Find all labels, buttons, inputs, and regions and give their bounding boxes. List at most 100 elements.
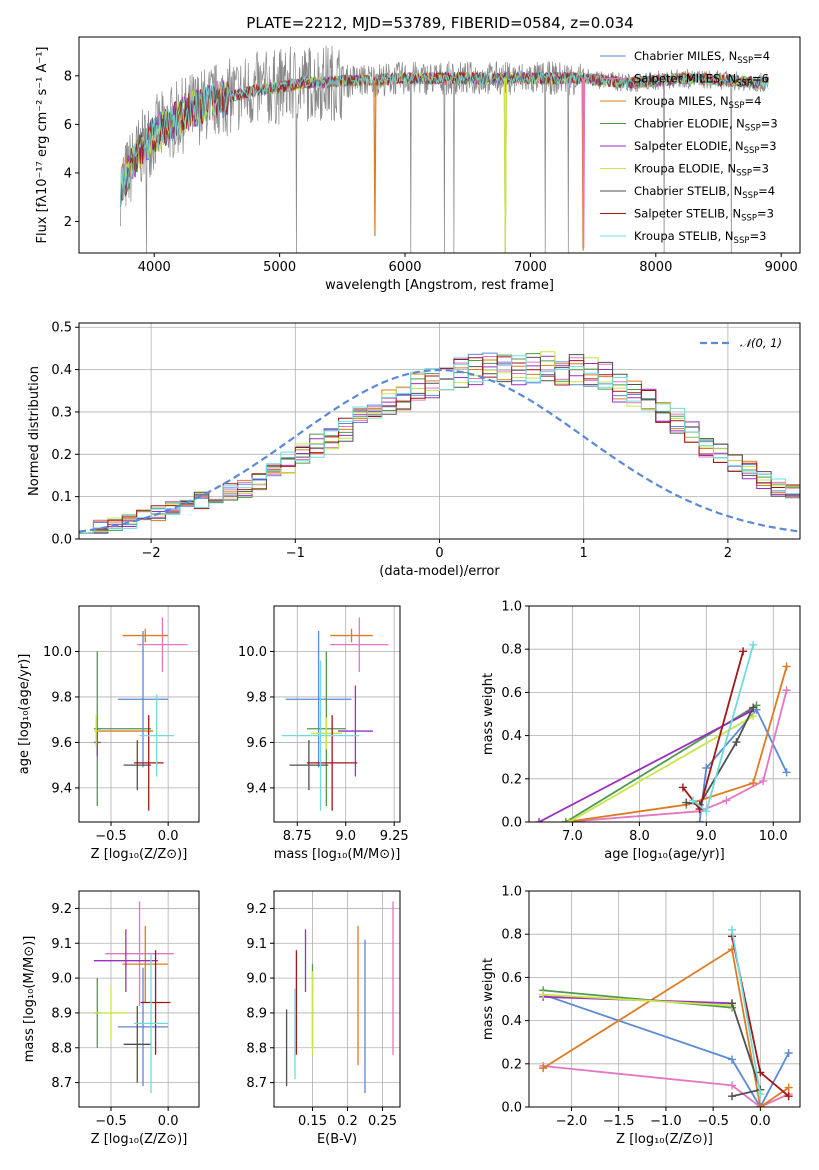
error-bar-point <box>122 628 169 643</box>
y-axis-label: Flux [fλ10⁻¹⁷ erg cm⁻² s⁻¹ A⁻¹] <box>35 47 50 244</box>
model-dip <box>503 78 507 253</box>
y-tick-label: 0.6 <box>501 686 522 701</box>
x-tick-label: 2 <box>724 546 732 561</box>
axes-frame <box>528 890 801 1108</box>
axes-residuals: −2 −1 0 1 2 0.0 0.1 0.2 0.3 0.4 0.5 (data-model)/er… <box>27 321 801 579</box>
y-tick-label: 8.9 <box>51 1006 72 1021</box>
axes-frame <box>78 890 200 1108</box>
x-axis-label: Z [log₁₀(Z/Z⊙)] <box>616 1132 713 1147</box>
axes-age-vs-Z: −0.5 0.0 9.4 9.6 9.8 10.0 Z [log₁₀(Z/Z⊙)] age [… <box>17 605 200 862</box>
y-tick-label: 8.7 <box>246 1076 267 1091</box>
y-tick-label: 0.4 <box>501 1014 522 1029</box>
weight-marker <box>722 796 731 805</box>
grid-mass-vs-ebv <box>274 891 400 1107</box>
axes-age-vs-mass: 8.75 9.0 9.25 9.4 9.6 9.8 10.0 mass [log₁₀(M/M⊙… <box>238 605 409 862</box>
error-bar-point <box>330 628 373 643</box>
y-tick-label: 4 <box>64 166 72 181</box>
error-bar-point <box>122 925 169 1003</box>
y-tick-label: 0.4 <box>501 729 522 744</box>
weight-marker <box>702 764 711 772</box>
error-bar-point <box>93 985 129 1041</box>
y-tick-label: 8.8 <box>246 1041 267 1056</box>
y-tick-label: 0.8 <box>501 643 522 658</box>
weight-marker <box>756 1103 765 1107</box>
y-tick-label: 8 <box>64 69 72 84</box>
error-bar-point <box>306 715 358 811</box>
y-tick-label: 9.1 <box>246 937 267 952</box>
x-axis-label: Z [log₁₀(Z/Z⊙)] <box>91 1132 188 1147</box>
y-tick-label: 0.3 <box>51 405 72 420</box>
weight-series <box>542 993 790 1107</box>
weight-marker <box>782 686 791 695</box>
y-axis-label: age [log₁₀(age/yr)] <box>17 654 32 775</box>
residual-histogram <box>79 359 800 539</box>
y-tick-label: 0.4 <box>51 363 72 378</box>
legend-label: Salpeter MILES, NSSP=6 <box>634 72 769 89</box>
spectrum-legend: Chabrier MILES, NSSP=4 Salpeter MILES, NS… <box>600 49 778 246</box>
error-bar-point <box>93 715 99 747</box>
model-dip <box>373 79 377 237</box>
axes-frame <box>78 36 801 254</box>
x-tick-label: 0.0 <box>750 1114 771 1129</box>
error-bar-point <box>133 715 164 811</box>
weight-marker <box>782 768 791 777</box>
weight-marker <box>728 1055 737 1064</box>
x-tick-label: 8000 <box>639 260 672 275</box>
y-tick-label: 0.0 <box>501 816 522 831</box>
y-axis-label: mass weight <box>481 673 496 755</box>
weight-marker <box>535 818 544 822</box>
axes-frame <box>78 605 200 823</box>
y-tick-label: 0.2 <box>51 448 72 463</box>
y-tick-label: 0.1 <box>51 490 72 505</box>
x-tick-label: −0.5 <box>697 1114 729 1129</box>
x-tick-label: 0.2 <box>337 1114 358 1129</box>
weight-series <box>568 715 754 822</box>
x-tick-label: −0.5 <box>95 829 127 844</box>
x-tick-label: 6000 <box>388 260 421 275</box>
x-tick-label: 5000 <box>263 260 296 275</box>
weight-marker <box>784 1092 793 1101</box>
x-tick-label: 0.25 <box>368 1114 397 1129</box>
legend-label: Chabrier MILES, NSSP=4 <box>634 49 770 66</box>
weight-marker <box>749 712 758 721</box>
legend-label: Kroupa STELIB, NSSP=3 <box>634 229 766 246</box>
weight-marker <box>759 776 768 785</box>
weight-marker <box>678 783 687 792</box>
plot-area-mass-vs-ebv <box>285 901 394 1094</box>
weight-marker <box>784 1049 793 1057</box>
y-tick-label: 2 <box>64 215 72 230</box>
weight-marker <box>561 818 570 822</box>
y-tick-label: 0.8 <box>501 928 522 943</box>
x-axis-label: mass [log₁₀(M/M⊙)] <box>274 847 401 862</box>
y-tick-label: 0.5 <box>51 321 72 336</box>
x-tick-label: 0.0 <box>158 829 179 844</box>
y-tick-label: 9.4 <box>246 781 267 796</box>
error-bar-point <box>281 660 360 811</box>
y-tick-label: 9.6 <box>246 736 267 751</box>
weight-marker <box>749 779 758 788</box>
y-tick-label: 1.0 <box>501 600 522 615</box>
weight-series <box>538 711 751 822</box>
model-dip <box>581 78 585 251</box>
x-tick-label: 4000 <box>138 260 171 275</box>
weight-marker <box>695 818 704 822</box>
y-tick-label: 9.8 <box>51 690 72 705</box>
y-tick-label: 8.7 <box>51 1076 72 1091</box>
error-bar-point <box>139 694 174 777</box>
weight-series <box>543 989 733 1009</box>
error-bar-point <box>93 929 158 993</box>
weight-marker <box>682 798 691 807</box>
x-axis-label: age [log₁₀(age/yr)] <box>604 847 725 862</box>
weight-marker <box>539 990 548 999</box>
model-spectrum <box>119 70 769 207</box>
axes-frame <box>273 605 401 823</box>
x-tick-label: 10.0 <box>759 829 788 844</box>
axes-mass-vs-Z: −0.5 0.0 8.7 8.8 8.9 9.0 9.1 9.2 Z [log₁₀(Z/Z⊙)]… <box>22 890 200 1147</box>
x-tick-label: 9000 <box>765 260 798 275</box>
residual-histogram <box>79 353 800 539</box>
plot-area-age-vs-mass <box>281 617 389 811</box>
y-axis-label: Normed distribution <box>27 366 42 496</box>
legend-label: Kroupa MILES, NSSP=4 <box>634 94 761 111</box>
grid-weight-vs-Z <box>529 890 800 1108</box>
y-tick-label: 9.2 <box>51 902 72 917</box>
